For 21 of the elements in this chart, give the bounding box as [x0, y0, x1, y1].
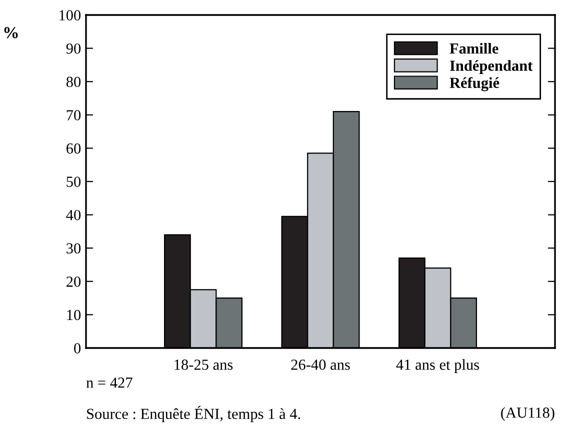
y-tick-label: 10	[67, 310, 81, 320]
y-tick-label: 40	[66, 210, 81, 220]
y-tick-label: 100	[60, 10, 81, 20]
y-tick-label: 70	[66, 110, 81, 120]
legend-label: Indépendant	[450, 60, 533, 74]
x-tick-label: 41 ans et plus	[396, 359, 479, 373]
legend-label: Réfugié	[450, 77, 500, 92]
y-tick-label: 60	[66, 143, 81, 154]
y-tick-label: 0	[74, 343, 81, 354]
text: (AU118)	[501, 407, 554, 421]
y-tick-label: 90	[66, 43, 81, 54]
x-tick-label: 26-40 ans	[291, 360, 350, 370]
x-tick-label: 18-25 ans	[174, 360, 233, 370]
y-tick-label: 80	[66, 76, 81, 88]
y-tick-label: 30	[66, 243, 81, 254]
y-tick-label: 20	[66, 276, 81, 287]
y-tick-label: 50	[66, 176, 81, 187]
y-axis-title: %	[4, 27, 18, 38]
legend-label: Famille	[450, 42, 498, 54]
text: n = 427	[86, 378, 132, 388]
source-note: Source : Enquête ÉNI, temps 1 à 4.	[87, 406, 300, 422]
